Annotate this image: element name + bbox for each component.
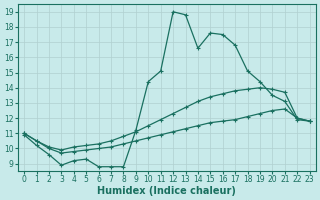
X-axis label: Humidex (Indice chaleur): Humidex (Indice chaleur) — [98, 186, 236, 196]
